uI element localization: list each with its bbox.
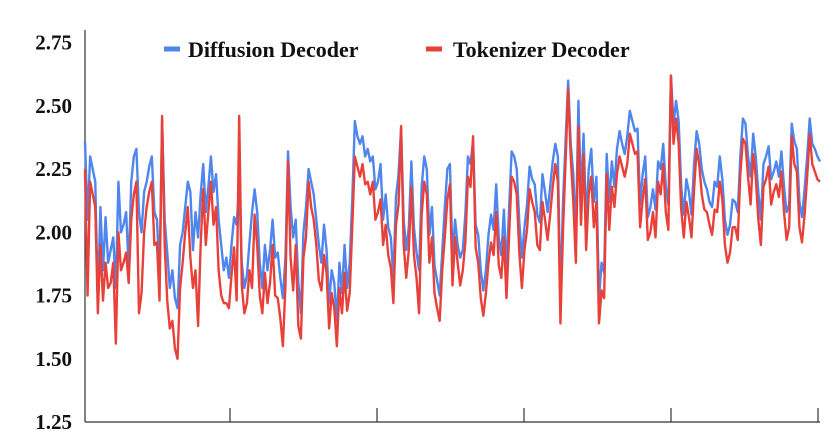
y-tick-labels: 1.25 1.50 1.75 2.00 2.25 2.50 2.75	[35, 31, 72, 434]
legend-item: Diffusion Decoder	[164, 37, 359, 62]
y-tick-label: 2.00	[35, 220, 72, 244]
legend-label: Tokenizer Decoder	[453, 37, 630, 62]
y-tick-label: 1.25	[35, 410, 72, 434]
series-line-tokenizer-decoder	[83, 74, 821, 360]
y-tick-label: 2.50	[35, 94, 72, 118]
y-tick-label: 1.50	[35, 347, 72, 371]
legend: Diffusion Decoder Tokenizer Decoder	[164, 37, 630, 62]
y-tick-label: 2.75	[35, 31, 72, 55]
legend-label: Diffusion Decoder	[188, 37, 359, 62]
legend-item: Tokenizer Decoder	[426, 37, 630, 62]
y-tick-label: 1.75	[35, 284, 72, 308]
y-tick-label: 2.25	[35, 157, 72, 181]
series-lines	[83, 74, 822, 360]
